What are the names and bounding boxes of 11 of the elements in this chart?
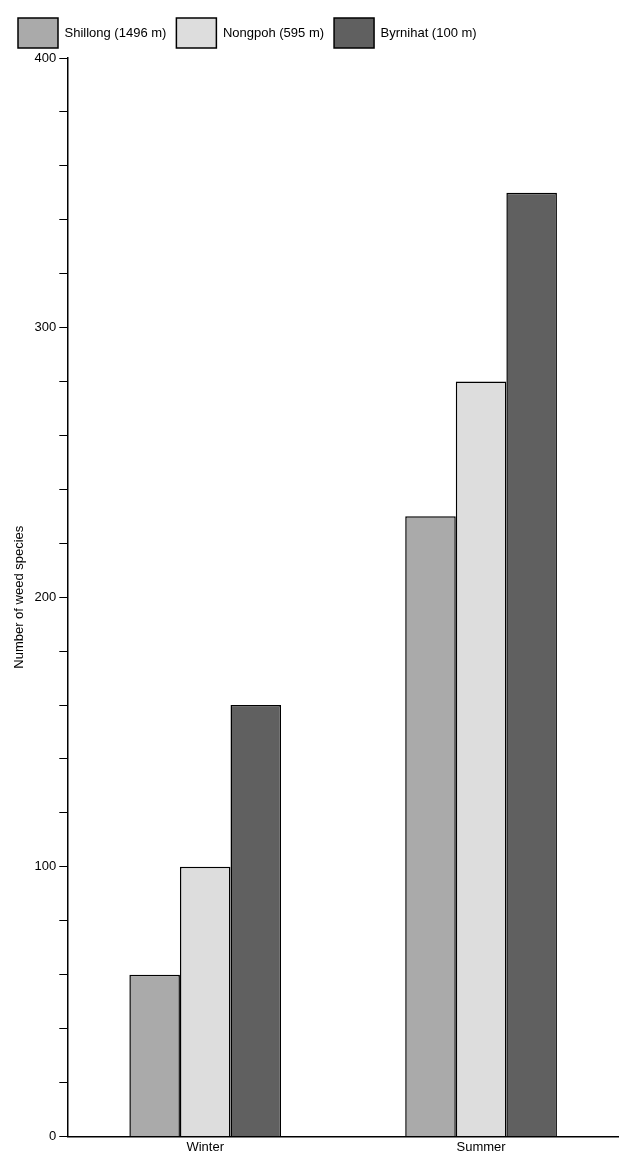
x-tick-label: Winter <box>186 1138 225 1154</box>
y-tick-label: 300 <box>34 319 57 335</box>
y-axis-title: Number of weed species <box>11 525 27 669</box>
y-tick-label: 100 <box>34 858 57 874</box>
y-tick-label: 0 <box>49 1127 57 1143</box>
x-tick-label: Summer <box>456 1138 507 1154</box>
legend-label: Byrnihat (100 m) <box>380 24 477 40</box>
legend-label: Shillong (1496 m) <box>64 24 167 40</box>
y-tick-label: 200 <box>34 588 57 604</box>
y-tick-label: 400 <box>34 49 57 65</box>
legend-label: Nongpoh (595 m) <box>222 24 325 40</box>
